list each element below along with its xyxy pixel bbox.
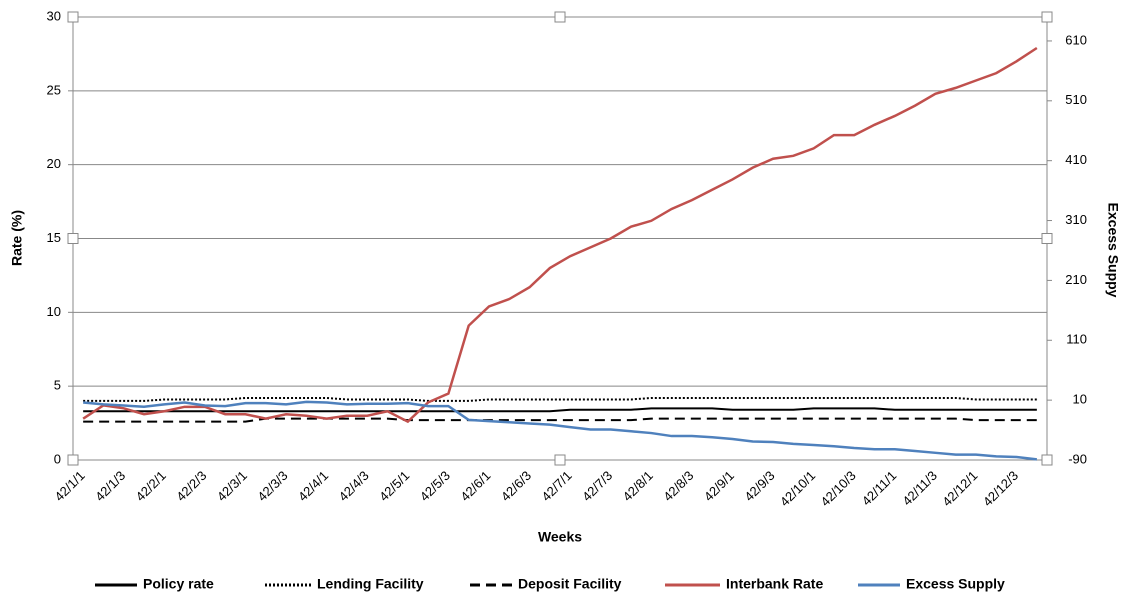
y-tick-label: 25 — [47, 82, 61, 97]
legend-label: Deposit Facility — [518, 576, 622, 592]
x-tick-label: 42/6/1 — [457, 468, 493, 504]
legend-label: Lending Facility — [317, 576, 424, 592]
series-line — [83, 400, 1037, 461]
x-tick-label: 42/10/1 — [777, 468, 818, 509]
legend-label: Excess Supply — [906, 576, 1005, 592]
series-line — [83, 396, 1037, 402]
selection-handle — [554, 454, 566, 466]
x-tick-label: 42/4/1 — [295, 468, 331, 504]
y2-tick-label: -90 — [1068, 451, 1087, 466]
selection-handle — [67, 454, 79, 466]
y2-tick-label: 210 — [1065, 272, 1087, 287]
x-tick-label: 42/7/1 — [539, 468, 575, 504]
series-line — [83, 407, 1037, 413]
series-line — [82, 46, 1038, 424]
x-tick-label: 42/6/3 — [498, 468, 534, 504]
x-tick-label: 42/3/3 — [254, 468, 290, 504]
x-tick-label: 42/4/3 — [336, 468, 372, 504]
y-tick-label: 5 — [54, 378, 61, 393]
y2-tick-label: 310 — [1065, 212, 1087, 227]
x-tick-label: 42/9/3 — [741, 468, 777, 504]
x-tick-label: 42/3/1 — [214, 468, 250, 504]
y-tick-label: 15 — [47, 230, 61, 245]
y-tick-label: 20 — [47, 156, 61, 171]
x-tick-label: 42/8/1 — [620, 468, 656, 504]
x-tick-label: 42/2/3 — [173, 468, 209, 504]
x-tick-label: 42/1/3 — [92, 468, 128, 504]
selection-handle — [1041, 11, 1053, 23]
selection-handle — [554, 11, 566, 23]
selection-handle — [67, 11, 79, 23]
selection-handle — [1041, 454, 1053, 466]
y-tick-label: 0 — [54, 451, 61, 466]
x-tick-label: 42/2/1 — [133, 468, 169, 504]
x-tick-label: 42/11/1 — [859, 468, 900, 509]
x-tick-label: 42/7/3 — [579, 468, 615, 504]
x-tick-label: 42/5/1 — [376, 468, 412, 504]
y2-tick-label: 610 — [1065, 32, 1087, 47]
y-tick-label: 30 — [47, 8, 61, 23]
y2-tick-label: 510 — [1065, 92, 1087, 107]
x-tick-label: 42/12/3 — [980, 468, 1021, 509]
x-tick-label: 42/9/1 — [701, 468, 737, 504]
y-axis-title: Rate (%) — [9, 210, 25, 266]
selection-handle — [1041, 233, 1053, 244]
series-line — [83, 417, 1037, 423]
x-tick-label: 42/8/3 — [660, 468, 696, 504]
x-tick-label: 42/11/3 — [899, 468, 940, 509]
x-tick-label: 42/12/1 — [939, 468, 980, 509]
legend-label: Interbank Rate — [726, 576, 823, 592]
x-axis-title: Weeks — [538, 529, 582, 545]
x-tick-label: 42/1/1 — [52, 468, 88, 504]
y-tick-label: 10 — [47, 304, 61, 319]
y2-tick-label: 410 — [1065, 152, 1087, 167]
x-tick-label: 42/10/3 — [818, 468, 859, 509]
y2-axis-title: Excess Suppy — [1105, 203, 1121, 298]
y2-tick-label: 10 — [1073, 392, 1087, 407]
selection-handle — [67, 233, 79, 244]
y2-tick-label: 110 — [1066, 332, 1087, 347]
legend-label: Policy rate — [143, 576, 214, 592]
x-tick-label: 42/5/3 — [417, 468, 453, 504]
